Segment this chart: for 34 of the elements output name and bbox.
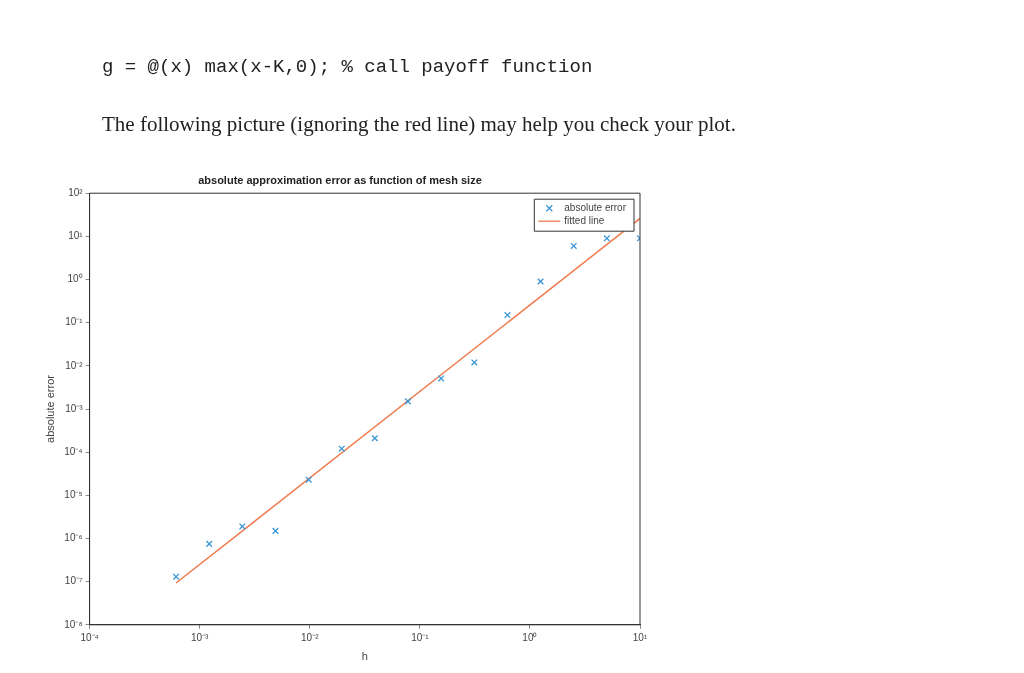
y-tick-label: 10¹: [68, 230, 84, 242]
text: g = @(x) max(x-K,0); % call payoff function: [102, 56, 593, 78]
y-tick-label: 10⁻⁶: [64, 532, 83, 544]
y-tick-label: 10⁻⁷: [64, 575, 83, 587]
x-tick-label: 10¹: [632, 631, 648, 643]
point: [503, 311, 511, 319]
x-tick-label: 10⁻³: [190, 631, 210, 643]
legend-label: fitted line: [564, 214, 605, 226]
y-tick-label: 10⁻³: [65, 402, 84, 414]
point: [537, 278, 545, 285]
x-tick-label: 10⁻⁴: [80, 631, 99, 643]
y-tick-label: 10²: [68, 186, 84, 198]
point: [238, 522, 246, 530]
x-tick-label: 10⁻¹: [411, 631, 430, 643]
y-tick-label: 10⁰: [67, 273, 83, 285]
point: [172, 573, 180, 581]
x-axis-title: h: [361, 650, 368, 663]
chart-title: absolute approximation error as function of mesh size: [198, 173, 482, 186]
point: [603, 234, 611, 242]
y-tick-label: 10⁻⁴: [64, 445, 83, 457]
y-tick-label: 10⁻²: [65, 359, 84, 371]
y-axis-title: absolute error: [43, 374, 56, 443]
legend-label: absolute error: [564, 201, 627, 213]
point: [570, 242, 578, 250]
y-tick-label: 10⁻¹: [65, 316, 84, 328]
x-tick-label: 10⁰: [522, 631, 538, 643]
y-tick-label: 10⁻⁸: [64, 618, 83, 630]
text: The following picture (ignoring the red line) may help you check your plot.: [102, 112, 736, 137]
y-tick-label: 10⁻⁵: [64, 489, 83, 501]
point: [404, 397, 412, 405]
x-tick-label: 10⁻²: [301, 631, 320, 643]
point: [437, 374, 445, 382]
point: [470, 358, 478, 366]
point: [272, 527, 279, 535]
